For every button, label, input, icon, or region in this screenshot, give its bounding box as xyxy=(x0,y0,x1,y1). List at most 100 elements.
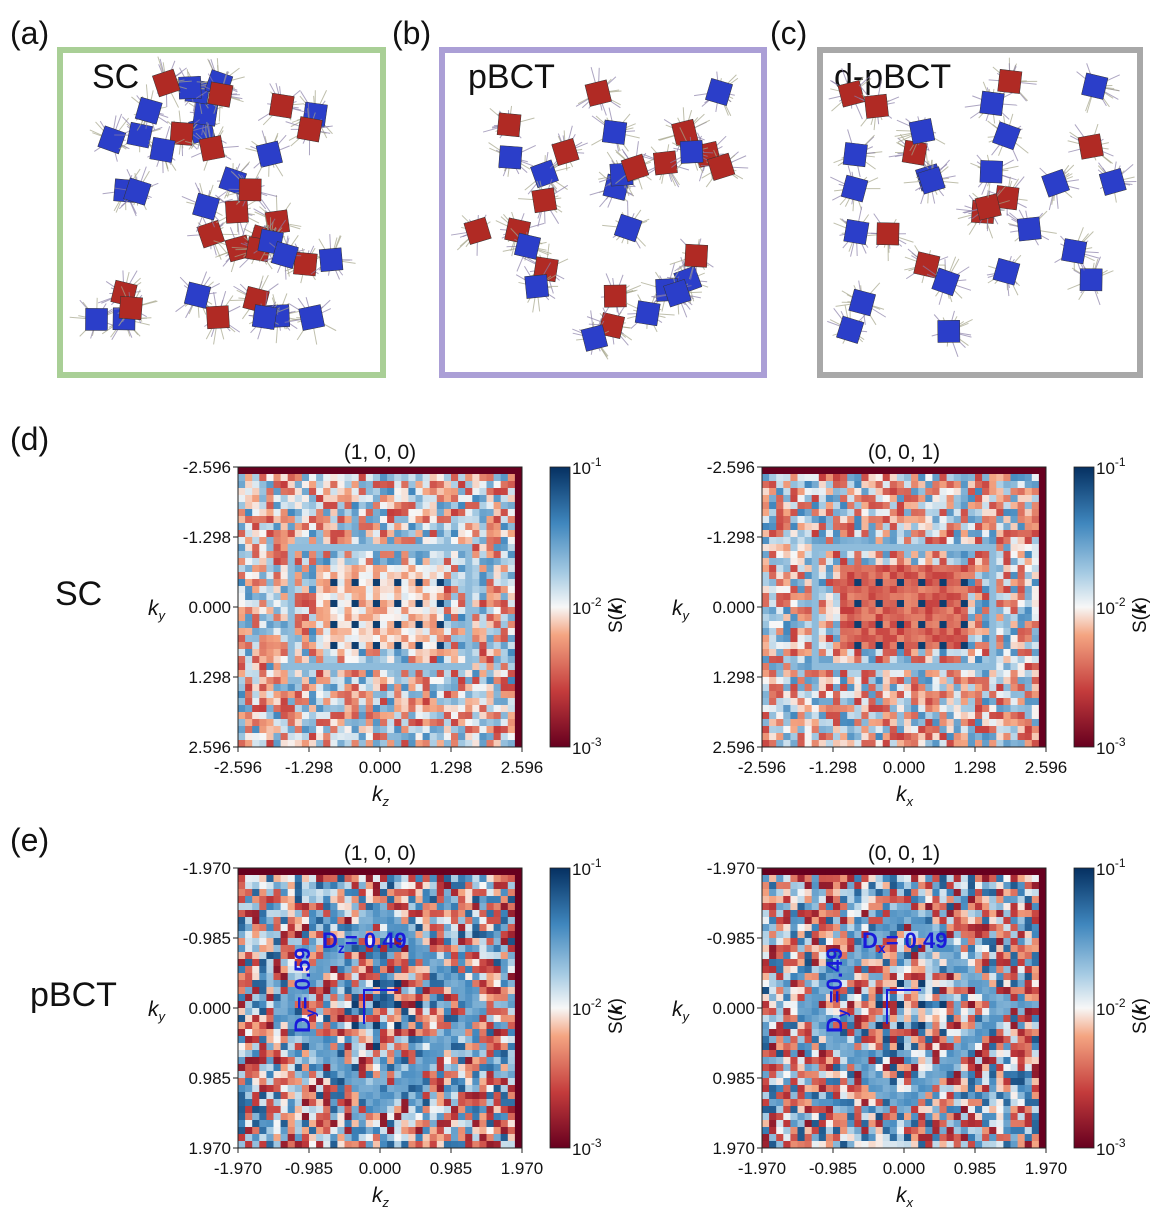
heatmap xyxy=(762,467,1046,747)
y-axis-label: ky xyxy=(148,597,167,623)
heatmap xyxy=(238,467,522,747)
y-tick-label: 0.000 xyxy=(712,999,755,1018)
colorbar xyxy=(550,868,570,1148)
tick-base: 10 xyxy=(1096,1140,1115,1159)
y-tick-label: 1.970 xyxy=(712,1139,755,1158)
x-tick-label: 1.298 xyxy=(430,758,473,777)
y-tick-label: -1.298 xyxy=(707,528,755,547)
colorbar-tick-label: 10-2 xyxy=(1096,595,1126,618)
y-axis-label: ky xyxy=(148,998,167,1024)
y-tick-label: 0.985 xyxy=(188,1069,231,1088)
y-tick-label: -1.970 xyxy=(183,859,231,878)
panel-title: SC xyxy=(92,58,139,96)
x-tick-label: 0.000 xyxy=(359,1159,402,1178)
tick-exponent: -3 xyxy=(1115,735,1126,749)
x-tick-label: 0.000 xyxy=(883,758,926,777)
axis-subscript: y xyxy=(158,608,167,623)
colorbar-tick-label: 10-3 xyxy=(1096,735,1126,758)
label-suffix: ) xyxy=(1130,597,1151,603)
y-tick-label: 1.970 xyxy=(188,1139,231,1158)
map-title: (1, 0, 0) xyxy=(344,441,416,464)
y-tick-label: 1.298 xyxy=(712,668,755,687)
x-axis-label: kx xyxy=(896,1184,914,1209)
figure: (a)SC(b)pBCT(c)d-pBCT(d)SC(1, 0, 0)-2.59… xyxy=(0,0,1159,1209)
tick-base: 10 xyxy=(572,860,591,879)
annotation-subscript: y xyxy=(834,1009,850,1017)
y-tick-label: -2.596 xyxy=(183,458,231,477)
map-title: (0, 0, 1) xyxy=(868,842,940,865)
heatmap xyxy=(238,868,522,1148)
tick-base: 10 xyxy=(1096,739,1115,758)
x-tick-label: 0.000 xyxy=(359,758,402,777)
cluster-render xyxy=(451,67,748,359)
x-axis-label: kz xyxy=(372,1184,390,1209)
tick-exponent: -3 xyxy=(591,1136,602,1150)
colorbar-tick-label: 10-2 xyxy=(572,996,602,1019)
x-tick-label: -1.298 xyxy=(285,758,333,777)
annotation-value: =0.49 xyxy=(822,948,847,1010)
colorbar-tick-label: 10-1 xyxy=(572,856,602,879)
y-tick-label: 0.000 xyxy=(188,598,231,617)
colorbar-tick-label: 10-2 xyxy=(572,595,602,618)
tick-base: 10 xyxy=(572,1140,591,1159)
x-tick-label: 1.970 xyxy=(501,1159,544,1178)
x-tick-label: -0.985 xyxy=(809,1159,857,1178)
y-tick-label: -0.985 xyxy=(707,929,755,948)
x-tick-label: 0.000 xyxy=(883,1159,926,1178)
x-tick-label: -2.596 xyxy=(738,758,786,777)
colorbar-tick-label: 10-2 xyxy=(1096,996,1126,1019)
cluster-render xyxy=(827,58,1136,357)
row-label: SC xyxy=(55,575,102,613)
spacing-annotation: Dy =0.49 xyxy=(822,948,850,1033)
tick-exponent: -1 xyxy=(591,455,602,469)
y-tick-label: -1.298 xyxy=(183,528,231,547)
spacing-annotation: Dx= 0.49 xyxy=(862,928,947,956)
tick-base: 10 xyxy=(1096,599,1115,618)
x-tick-label: 2.596 xyxy=(501,758,544,777)
y-tick-label: -1.970 xyxy=(707,859,755,878)
tick-exponent: -3 xyxy=(591,735,602,749)
y-tick-label: 2.596 xyxy=(712,738,755,757)
map-title: (1, 0, 0) xyxy=(344,842,416,865)
annotation-symbol: D xyxy=(322,928,338,953)
annotation-value: = 0.59 xyxy=(290,948,315,1010)
panel-title: pBCT xyxy=(468,58,555,96)
annotation-symbol: D xyxy=(862,928,878,953)
x-axis-label: kx xyxy=(896,783,914,809)
panel-label: (c) xyxy=(770,15,807,51)
row-label: pBCT xyxy=(30,976,117,1014)
tick-exponent: -2 xyxy=(591,595,602,609)
cluster-render xyxy=(70,57,356,345)
y-tick-label: 0.000 xyxy=(188,999,231,1018)
colorbar xyxy=(1074,868,1094,1148)
tick-base: 10 xyxy=(572,599,591,618)
colorbar-label: S(k) xyxy=(606,597,627,633)
x-tick-label: 0.985 xyxy=(430,1159,473,1178)
tick-exponent: -1 xyxy=(1115,856,1126,870)
annotation-subscript: y xyxy=(302,1009,318,1017)
x-tick-label: -0.985 xyxy=(285,1159,333,1178)
tick-base: 10 xyxy=(1096,860,1115,879)
panel-label: (b) xyxy=(392,15,431,51)
colorbar-tick-label: 10-3 xyxy=(1096,1136,1126,1159)
label-suffix: ) xyxy=(606,998,627,1004)
x-tick-label: 1.298 xyxy=(954,758,997,777)
colorbar-tick-label: 10-1 xyxy=(1096,455,1126,478)
tick-exponent: -1 xyxy=(1115,455,1126,469)
axis-subscript: z xyxy=(382,794,390,809)
heatmap xyxy=(762,868,1046,1148)
label-suffix: ) xyxy=(1130,998,1151,1004)
colorbar xyxy=(1074,467,1094,747)
x-tick-label: -2.596 xyxy=(214,758,262,777)
annotation-value: = 0.49 xyxy=(886,928,948,953)
axis-subscript: z xyxy=(382,1195,390,1209)
label-prefix: S( xyxy=(606,613,627,633)
tick-exponent: -2 xyxy=(1115,595,1126,609)
colorbar-tick-label: 10-1 xyxy=(1096,856,1126,879)
colorbar-label: S(k) xyxy=(1130,998,1151,1034)
annotation-subscript: x xyxy=(878,940,886,956)
axis-subscript: x xyxy=(906,1195,914,1209)
axis-subscript: y xyxy=(158,1009,167,1024)
y-axis-label: ky xyxy=(672,597,691,623)
colorbar-tick-label: 10-3 xyxy=(572,735,602,758)
